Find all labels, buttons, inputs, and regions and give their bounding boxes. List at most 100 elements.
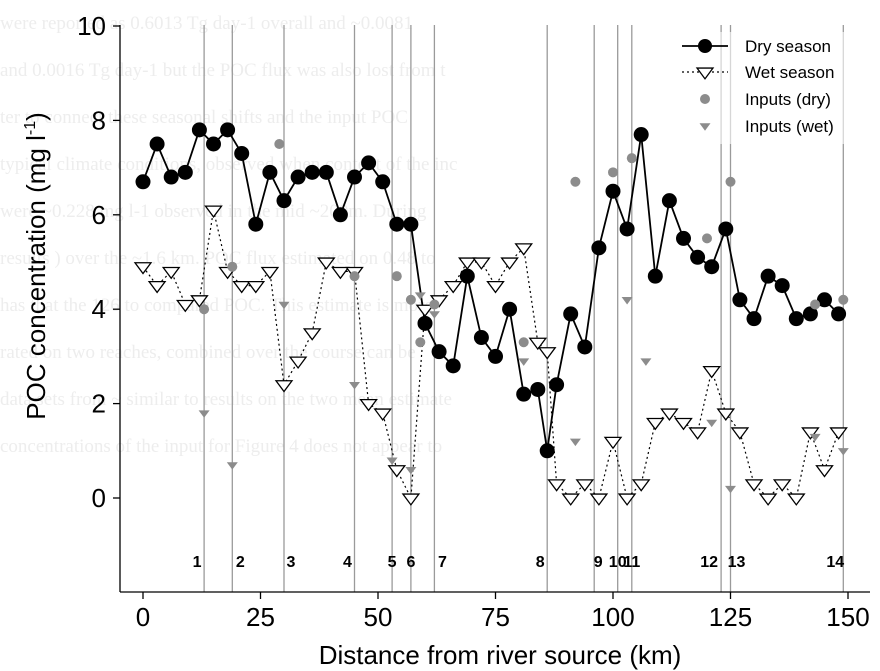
data-point: [401, 493, 421, 506]
data-point: [690, 249, 706, 265]
data-point: [161, 266, 181, 280]
data-point: [232, 280, 251, 294]
legend-label: Inputs (dry): [745, 90, 831, 109]
input-label: 12: [700, 554, 718, 571]
data-point: [502, 301, 518, 317]
data-point: [626, 153, 637, 164]
data-point: [774, 278, 790, 294]
background-text-line: data sets from ~ similar to results on t…: [0, 389, 452, 410]
data-point: [725, 485, 736, 494]
data-point: [278, 301, 290, 310]
data-point: [149, 136, 165, 152]
data-point: [234, 145, 250, 161]
data-point: [547, 479, 566, 492]
x-tick-label: 25: [246, 602, 275, 632]
data-point: [549, 377, 565, 393]
data-point: [838, 294, 849, 305]
data-point: [514, 243, 533, 256]
x-tick-label: 150: [826, 602, 869, 632]
data-point: [288, 356, 308, 370]
data-point: [518, 358, 530, 366]
y-tick-label: 2: [92, 389, 106, 419]
data-point: [429, 299, 440, 310]
data-point: [405, 294, 416, 305]
data-point: [458, 257, 477, 270]
data-point: [647, 268, 663, 284]
background-text-line: were reported as 0.6013 Tg day-1 overall…: [0, 13, 414, 34]
data-point: [331, 266, 350, 280]
input-label: 5: [388, 554, 397, 571]
data-point: [561, 493, 580, 506]
legend-label: Dry season: [745, 37, 831, 56]
data-point: [516, 386, 532, 402]
data-point: [837, 448, 849, 456]
data-point: [302, 328, 322, 341]
x-tick-label: 50: [364, 602, 393, 632]
data-point: [373, 408, 392, 421]
data-point: [486, 280, 505, 294]
data-point: [605, 183, 621, 199]
data-point: [163, 169, 179, 185]
data-point: [349, 271, 360, 282]
data-point: [177, 164, 193, 180]
data-point: [802, 306, 818, 322]
data-point: [276, 193, 292, 209]
data-point: [459, 268, 475, 284]
data-point: [415, 304, 435, 318]
data-point: [760, 268, 776, 284]
series-wet-season: [133, 205, 848, 506]
data-point: [831, 306, 847, 322]
data-point: [387, 465, 407, 478]
data-point: [809, 433, 821, 442]
data-point: [488, 348, 503, 364]
data-point: [706, 419, 718, 428]
legend-marker: [698, 39, 712, 53]
input-label: 6: [406, 554, 415, 571]
data-point: [389, 216, 405, 232]
data-point: [226, 462, 238, 470]
data-point: [530, 381, 546, 397]
data-point: [135, 174, 151, 190]
data-point: [801, 427, 820, 440]
y-axis-title-close: ): [21, 112, 51, 121]
input-label: 10: [609, 554, 627, 571]
data-point: [640, 358, 652, 366]
data-point: [403, 216, 419, 232]
data-point: [199, 304, 210, 315]
input-label: 11: [623, 554, 640, 571]
data-point: [744, 479, 764, 492]
data-point: [570, 176, 581, 187]
series-line: [142, 128, 840, 451]
data-point: [317, 257, 336, 270]
data-point: [332, 207, 348, 223]
legend: Dry season Wet season Inputs (dry) Inputs (…: [678, 32, 868, 144]
input-label: 2: [236, 554, 245, 571]
data-point: [537, 347, 557, 360]
data-point: [176, 299, 195, 313]
y-axis-title-group: POC concentration (mg l-1): [21, 112, 51, 420]
input-label: 7: [438, 554, 447, 571]
data-point: [414, 292, 426, 300]
y-axis-title: POC concentration (mg l-1): [21, 112, 51, 420]
data-point: [617, 493, 637, 506]
input-label: 13: [728, 554, 746, 571]
data-point: [260, 266, 280, 280]
data-point: [746, 311, 762, 327]
y-axis-title-superscript: -1: [22, 121, 39, 135]
data-point: [443, 280, 463, 294]
x-tick-label: 75: [481, 602, 510, 632]
background-text-line: has that the 126 to compared POC. This e…: [0, 295, 433, 316]
data-point: [621, 297, 633, 305]
x-tick-label: 0: [136, 602, 150, 632]
background-text-line: rated on two reaches, combined over the …: [0, 342, 416, 363]
data-point: [810, 299, 821, 310]
data-point: [262, 164, 278, 180]
background-text-line: and 0.0016 Tg day-1 but the POC flux was…: [0, 60, 446, 81]
data-point: [730, 427, 750, 440]
legend-item: Dry season: [682, 37, 831, 56]
legend-item: Inputs (wet): [699, 117, 834, 136]
data-point: [603, 436, 623, 450]
data-point: [817, 292, 832, 308]
